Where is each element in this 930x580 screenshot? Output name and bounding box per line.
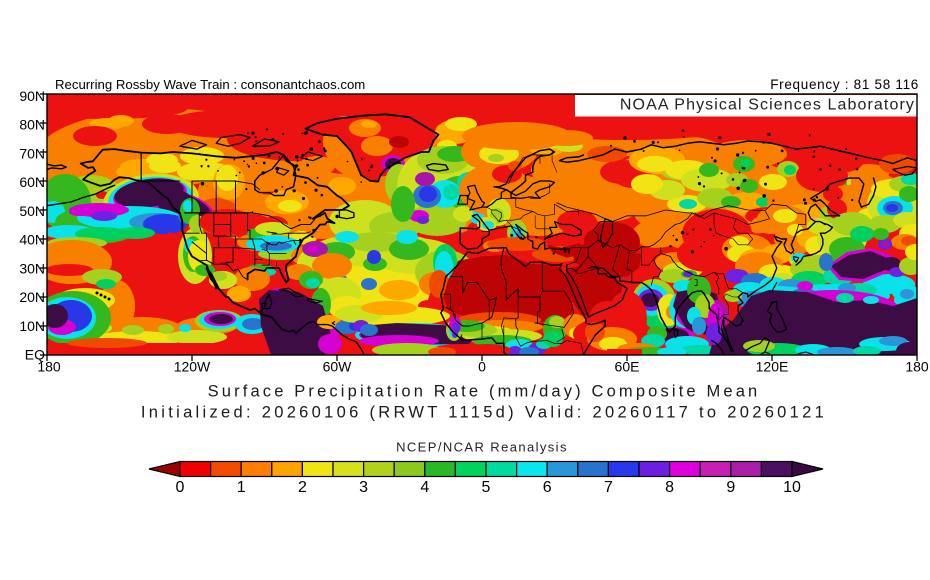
svg-text:9: 9	[726, 479, 735, 496]
svg-text:180: 180	[905, 359, 929, 375]
svg-text:50N: 50N	[19, 203, 45, 219]
svg-text:3: 3	[359, 479, 368, 496]
svg-text:Recurring Rossby Wave Train :: Recurring Rossby Wave Train : consonantc…	[55, 77, 365, 92]
svg-text:60E: 60E	[615, 359, 640, 375]
svg-text:180: 180	[37, 359, 61, 375]
svg-text:10: 10	[783, 479, 801, 496]
svg-text:70N: 70N	[19, 146, 45, 162]
svg-text:10N: 10N	[19, 318, 45, 334]
svg-text:5: 5	[482, 479, 491, 496]
svg-text:90N: 90N	[19, 88, 45, 104]
svg-text:Surface Precipitation Rate (mm: Surface Precipitation Rate (mm/day) Comp…	[208, 383, 761, 401]
svg-text:20N: 20N	[19, 289, 45, 305]
svg-text:Frequency : 81 58 116: Frequency : 81 58 116	[770, 77, 919, 92]
svg-text:60N: 60N	[19, 174, 45, 190]
svg-text:6: 6	[543, 479, 552, 496]
svg-text:2: 2	[298, 479, 307, 496]
svg-text:120E: 120E	[756, 359, 789, 375]
svg-text:120W: 120W	[174, 359, 211, 375]
svg-text:4: 4	[420, 479, 429, 496]
svg-text:7: 7	[604, 479, 613, 496]
svg-text:8: 8	[665, 479, 674, 496]
svg-text:40N: 40N	[19, 232, 45, 248]
svg-text:30N: 30N	[19, 260, 45, 276]
svg-text:0: 0	[176, 479, 185, 496]
svg-text:NOAA Physical Sciences Laborat: NOAA Physical Sciences Laboratory	[620, 97, 915, 114]
svg-text:60W: 60W	[323, 359, 353, 375]
svg-text:Initialized: 20260106 (RRWT 11: Initialized: 20260106 (RRWT 1115d) Valid…	[141, 404, 827, 422]
svg-text:1: 1	[237, 479, 246, 496]
svg-text:NCEP/NCAR Reanalysis: NCEP/NCAR Reanalysis	[396, 440, 568, 455]
svg-text:80N: 80N	[19, 117, 45, 133]
svg-text:0: 0	[478, 359, 486, 375]
svg-text:EQ: EQ	[25, 347, 45, 363]
